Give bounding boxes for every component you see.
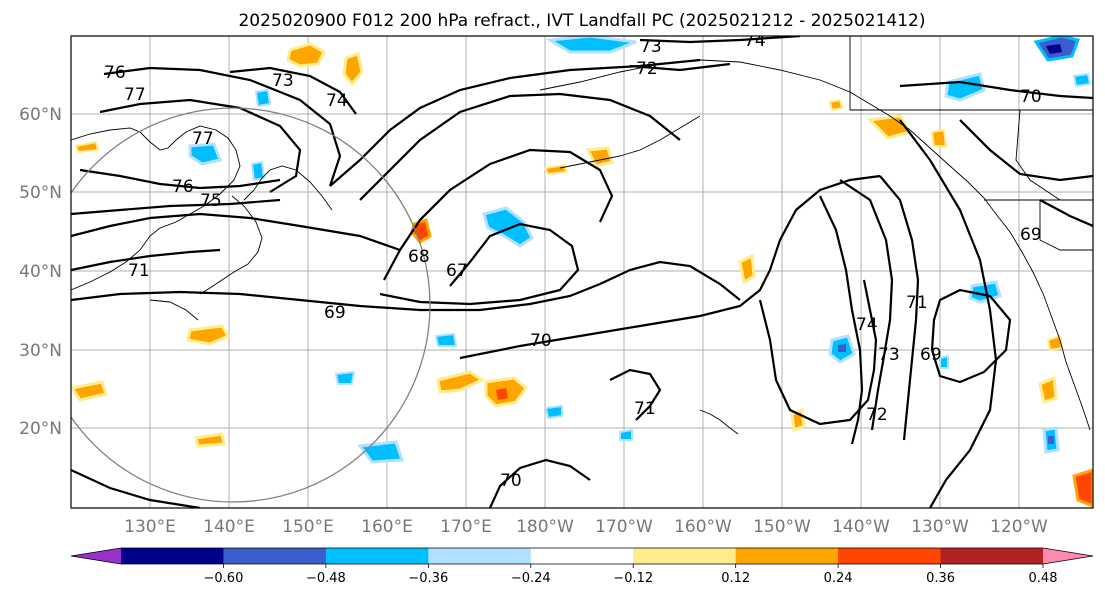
- lon-label: 160°W: [674, 517, 732, 537]
- lon-label: 140°W: [832, 517, 890, 537]
- contour-label: 77: [124, 85, 146, 105]
- contour-label: 73: [878, 345, 900, 365]
- region-circle: [71, 107, 431, 503]
- lat-label: 40°N: [19, 262, 62, 282]
- colorbar-outline: [70, 547, 1094, 565]
- colorbar-tick-label: 0.36: [926, 571, 955, 586]
- contour-label: 74: [326, 91, 348, 111]
- lon-label: 130°W: [911, 517, 969, 537]
- lon-label: 170°W: [595, 517, 653, 537]
- colorbar-segment: [838, 548, 942, 564]
- shading-positive: [71, 42, 1093, 508]
- colorbar-tick-label: 0.24: [824, 571, 853, 586]
- colorbar-segment: [735, 548, 839, 564]
- colorbar-segment: [633, 548, 737, 564]
- colorbar-extend-min: [71, 548, 121, 564]
- contour-label-group: 73 74 72 70 76 77 73 74 77 76 75 71 68 6…: [104, 31, 1042, 491]
- lon-label: 140°E: [203, 517, 255, 537]
- colorbar-segment: [223, 548, 327, 564]
- contour-label: 70: [530, 331, 552, 351]
- colorbar-extend-max: [1043, 548, 1093, 564]
- contour-label: 71: [634, 399, 656, 419]
- contour-label: 70: [1020, 87, 1042, 107]
- colorbar-tick-label: −0.12: [613, 571, 653, 586]
- lat-label: 30°N: [19, 341, 62, 361]
- colorbar-tick-label: 0.12: [721, 571, 750, 586]
- lon-label: 170°E: [440, 517, 492, 537]
- colorbar-tick-label: −0.36: [408, 571, 448, 586]
- contour-label: 77: [192, 129, 214, 149]
- lon-label: 180°W: [516, 517, 574, 537]
- colorbar-tick-label: −0.24: [511, 571, 551, 586]
- contour-label: 70: [500, 471, 522, 491]
- contour-label: 73: [640, 37, 662, 57]
- contour-label: 73: [272, 71, 294, 91]
- coastlines: [71, 36, 1093, 435]
- contour-label: 76: [172, 177, 194, 197]
- colorbar-tick-label: 0.48: [1029, 571, 1058, 586]
- colorbar-segment: [325, 548, 429, 564]
- colorbar: −0.60 −0.48 −0.36 −0.24 −0.12 0.12 0.24 0.36 0.4…: [70, 547, 1094, 586]
- contour-label: 71: [128, 261, 150, 281]
- contour-label: 72: [636, 59, 658, 79]
- contour-label: 68: [408, 247, 430, 267]
- colorbar-segment: [121, 548, 224, 564]
- refractivity-contours: [71, 36, 1093, 508]
- contour-label: 75: [200, 191, 222, 211]
- contour-label: 67: [446, 261, 468, 281]
- contour-label: 69: [324, 303, 346, 323]
- figure-title: 2025020900 F012 200 hPa refract., IVT La…: [238, 11, 925, 31]
- lon-label: 150°W: [753, 517, 811, 537]
- lon-label: 150°E: [282, 517, 334, 537]
- longitude-labels: 130°E 140°E 150°E 160°E 170°E 180°W 170°…: [124, 517, 1048, 537]
- contour-label: 72: [866, 405, 888, 425]
- contour-label: 76: [104, 63, 126, 83]
- map-background: [71, 36, 1093, 508]
- latitude-labels: 60°N 50°N 40°N 30°N 20°N: [19, 105, 62, 439]
- lat-label: 60°N: [19, 105, 62, 125]
- lon-label: 160°E: [361, 517, 413, 537]
- map-frame: [70, 35, 1094, 509]
- colorbar-segment: [530, 548, 634, 564]
- gridlines: [71, 36, 1093, 508]
- colorbar-tick-label: −0.60: [204, 571, 244, 586]
- lon-label: 130°E: [124, 517, 176, 537]
- colorbar-tick-label: −0.48: [306, 571, 346, 586]
- contour-label: 69: [920, 345, 942, 365]
- contour-label: 74: [744, 31, 766, 51]
- colorbar-segment: [428, 548, 532, 564]
- contour-label: 71: [906, 293, 928, 313]
- lat-label: 50°N: [19, 183, 62, 203]
- lon-label: 120°W: [990, 517, 1048, 537]
- contour-label: 74: [856, 315, 878, 335]
- map-panel: 73 74 72 70 76 77 73 74 77 76 75 71 68 6…: [70, 31, 1094, 509]
- contour-label: 69: [1020, 225, 1042, 245]
- lat-label: 20°N: [19, 419, 62, 439]
- shading-negative: [188, 36, 1092, 464]
- colorbar-segment: [940, 548, 1044, 564]
